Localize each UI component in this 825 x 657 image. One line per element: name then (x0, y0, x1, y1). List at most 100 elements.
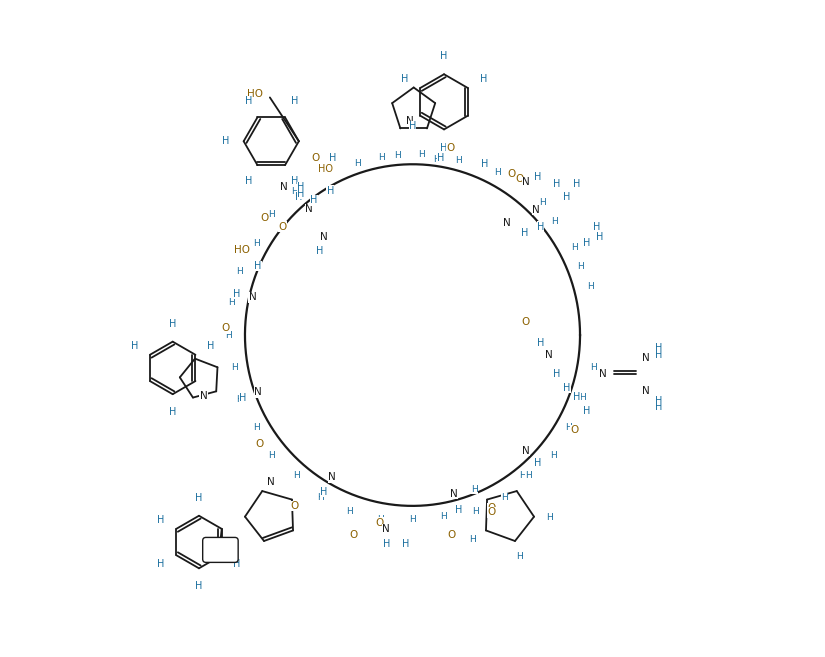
Text: H: H (328, 153, 336, 163)
Text: H: H (233, 559, 241, 569)
Text: H: H (471, 486, 478, 494)
Text: H: H (131, 341, 139, 351)
Text: Abs: Abs (211, 543, 230, 554)
Text: H: H (481, 159, 488, 169)
Text: H: H (394, 150, 400, 160)
Text: H: H (572, 242, 578, 252)
Text: H: H (563, 192, 571, 202)
Text: H: H (228, 298, 234, 307)
Text: O: O (221, 323, 229, 333)
Text: H: H (383, 539, 390, 549)
Text: H: H (418, 150, 425, 159)
Text: H: H (236, 267, 243, 275)
Text: N: N (328, 472, 336, 482)
Text: H: H (290, 176, 298, 186)
Text: H: H (158, 559, 164, 569)
Text: H: H (310, 195, 318, 206)
Text: H: H (225, 330, 232, 340)
Text: O: O (349, 530, 357, 541)
Text: H: H (472, 507, 478, 516)
Text: H: H (297, 182, 304, 193)
Text: H: H (252, 422, 259, 432)
Text: H: H (537, 338, 544, 348)
Text: H: H (516, 552, 523, 561)
Text: H: H (222, 136, 229, 147)
Text: O: O (261, 213, 269, 223)
Text: H: H (233, 288, 240, 299)
Text: H: H (290, 97, 298, 106)
Text: H: H (535, 458, 542, 468)
Text: O: O (521, 317, 530, 327)
Text: H: H (437, 153, 445, 163)
Text: H: H (295, 192, 302, 202)
Text: H: H (655, 396, 662, 406)
Text: H: H (596, 231, 603, 242)
Text: H: H (403, 539, 410, 549)
Text: N: N (267, 476, 275, 487)
Text: H: H (563, 382, 571, 393)
Text: N: N (248, 292, 257, 302)
Text: H: H (655, 350, 662, 360)
Text: H: H (573, 392, 581, 403)
Text: H: H (535, 172, 542, 182)
Text: H: H (540, 198, 546, 207)
Text: H: H (455, 156, 462, 165)
Text: H: H (315, 246, 323, 256)
Text: H: H (480, 74, 488, 84)
Text: H: H (268, 210, 275, 219)
Text: H: H (158, 515, 164, 525)
Text: H: H (519, 472, 526, 480)
Text: H: H (441, 512, 447, 521)
Text: H: H (244, 97, 252, 106)
Text: H: H (566, 422, 573, 432)
Text: H: H (521, 228, 528, 238)
Text: H: H (441, 51, 448, 61)
Text: H: H (244, 176, 252, 186)
FancyBboxPatch shape (203, 537, 238, 562)
Text: H: H (231, 363, 238, 371)
Text: H: H (409, 514, 416, 524)
Text: H: H (327, 185, 334, 196)
Text: H: H (494, 168, 501, 177)
Text: H: H (297, 189, 304, 199)
Text: N: N (407, 116, 414, 126)
Text: H: H (469, 535, 476, 544)
Text: O: O (290, 501, 299, 511)
Text: H: H (291, 187, 298, 196)
Text: N: N (502, 218, 511, 229)
Text: H: H (554, 369, 561, 380)
Text: H: H (293, 472, 299, 480)
Text: H: H (400, 74, 408, 84)
Text: N: N (200, 391, 207, 401)
Text: H: H (196, 493, 203, 503)
Text: N: N (532, 205, 540, 215)
Text: H: H (239, 393, 247, 403)
Text: O: O (448, 530, 456, 541)
Text: H: H (587, 282, 593, 291)
Text: N: N (382, 524, 390, 534)
Text: HO: HO (233, 244, 250, 255)
Text: O: O (507, 169, 515, 179)
Text: O: O (516, 174, 524, 184)
Text: N: N (522, 446, 530, 456)
Text: H: H (409, 122, 417, 131)
Text: N: N (642, 353, 649, 363)
Text: H: H (379, 152, 385, 162)
Text: H: H (583, 238, 591, 248)
Text: H: H (655, 343, 662, 353)
Text: N: N (599, 369, 607, 380)
Text: H: H (196, 581, 203, 591)
Text: H: H (377, 515, 384, 524)
Text: H: H (320, 487, 328, 497)
Text: H: H (441, 143, 448, 153)
Text: H: H (354, 159, 361, 168)
Text: O: O (571, 425, 579, 436)
Text: H: H (346, 507, 353, 516)
Text: H: H (655, 402, 662, 413)
Text: O: O (446, 143, 455, 153)
Text: H: H (537, 221, 544, 232)
Text: H: H (268, 451, 275, 460)
Text: H: H (455, 505, 462, 514)
Text: H: H (579, 394, 586, 403)
Text: H: H (593, 221, 600, 232)
